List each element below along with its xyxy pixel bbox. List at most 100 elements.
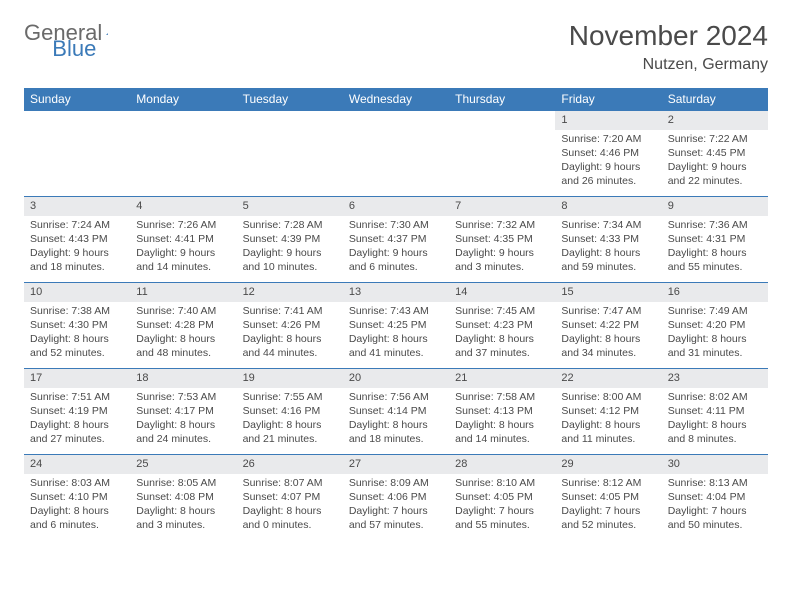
day-number: 6 [343, 197, 449, 216]
title-block: November 2024 Nutzen, Germany [569, 20, 768, 74]
sunrise-text: Sunrise: 8:07 AM [243, 476, 337, 490]
sunrise-text: Sunrise: 7:38 AM [30, 304, 124, 318]
daylight-text: Daylight: 8 hours and 55 minutes. [668, 246, 762, 274]
calendar-cell: 2Sunrise: 7:22 AMSunset: 4:45 PMDaylight… [662, 111, 768, 197]
day-number: 11 [130, 283, 236, 302]
day-number: 3 [24, 197, 130, 216]
sunset-text: Sunset: 4:37 PM [349, 232, 443, 246]
cell-body: Sunrise: 7:36 AMSunset: 4:31 PMDaylight:… [662, 216, 768, 279]
daylight-text: Daylight: 8 hours and 14 minutes. [455, 418, 549, 446]
sunset-text: Sunset: 4:14 PM [349, 404, 443, 418]
sunset-text: Sunset: 4:28 PM [136, 318, 230, 332]
sunrise-text: Sunrise: 7:36 AM [668, 218, 762, 232]
day-number: 21 [449, 369, 555, 388]
calendar-cell: 25Sunrise: 8:05 AMSunset: 4:08 PMDayligh… [130, 455, 236, 541]
weekday-header: Thursday [449, 88, 555, 111]
daylight-text: Daylight: 8 hours and 31 minutes. [668, 332, 762, 360]
daylight-text: Daylight: 8 hours and 24 minutes. [136, 418, 230, 446]
cell-body [24, 115, 130, 121]
calendar-body: 1Sunrise: 7:20 AMSunset: 4:46 PMDaylight… [24, 111, 768, 541]
sunset-text: Sunset: 4:46 PM [561, 146, 655, 160]
sunrise-text: Sunrise: 7:51 AM [30, 390, 124, 404]
daylight-text: Daylight: 8 hours and 0 minutes. [243, 504, 337, 532]
weekday-header: Monday [130, 88, 236, 111]
cell-body: Sunrise: 7:51 AMSunset: 4:19 PMDaylight:… [24, 388, 130, 451]
day-number: 13 [343, 283, 449, 302]
sunrise-text: Sunrise: 7:20 AM [561, 132, 655, 146]
day-number: 23 [662, 369, 768, 388]
cell-body: Sunrise: 7:47 AMSunset: 4:22 PMDaylight:… [555, 302, 661, 365]
sunrise-text: Sunrise: 7:43 AM [349, 304, 443, 318]
calendar-cell: 18Sunrise: 7:53 AMSunset: 4:17 PMDayligh… [130, 369, 236, 455]
sunrise-text: Sunrise: 7:32 AM [455, 218, 549, 232]
daylight-text: Daylight: 8 hours and 59 minutes. [561, 246, 655, 274]
sunset-text: Sunset: 4:39 PM [243, 232, 337, 246]
daylight-text: Daylight: 9 hours and 18 minutes. [30, 246, 124, 274]
daylight-text: Daylight: 9 hours and 26 minutes. [561, 160, 655, 188]
sunrise-text: Sunrise: 7:30 AM [349, 218, 443, 232]
sunset-text: Sunset: 4:26 PM [243, 318, 337, 332]
calendar-cell: 9Sunrise: 7:36 AMSunset: 4:31 PMDaylight… [662, 197, 768, 283]
daylight-text: Daylight: 8 hours and 18 minutes. [349, 418, 443, 446]
weekday-header-row: Sunday Monday Tuesday Wednesday Thursday… [24, 88, 768, 111]
daylight-text: Daylight: 7 hours and 50 minutes. [668, 504, 762, 532]
sunset-text: Sunset: 4:06 PM [349, 490, 443, 504]
day-number: 17 [24, 369, 130, 388]
sunset-text: Sunset: 4:10 PM [30, 490, 124, 504]
calendar-cell: 11Sunrise: 7:40 AMSunset: 4:28 PMDayligh… [130, 283, 236, 369]
calendar-cell: 28Sunrise: 8:10 AMSunset: 4:05 PMDayligh… [449, 455, 555, 541]
sunrise-text: Sunrise: 7:34 AM [561, 218, 655, 232]
day-number: 10 [24, 283, 130, 302]
calendar-cell: 12Sunrise: 7:41 AMSunset: 4:26 PMDayligh… [237, 283, 343, 369]
cell-body [449, 115, 555, 121]
sunset-text: Sunset: 4:23 PM [455, 318, 549, 332]
day-number: 20 [343, 369, 449, 388]
cell-body: Sunrise: 7:30 AMSunset: 4:37 PMDaylight:… [343, 216, 449, 279]
sunset-text: Sunset: 4:16 PM [243, 404, 337, 418]
sunset-text: Sunset: 4:25 PM [349, 318, 443, 332]
day-number: 14 [449, 283, 555, 302]
daylight-text: Daylight: 9 hours and 3 minutes. [455, 246, 549, 274]
day-number: 28 [449, 455, 555, 474]
calendar-cell: 10Sunrise: 7:38 AMSunset: 4:30 PMDayligh… [24, 283, 130, 369]
sunset-text: Sunset: 4:07 PM [243, 490, 337, 504]
cell-body: Sunrise: 7:20 AMSunset: 4:46 PMDaylight:… [555, 130, 661, 193]
day-number: 5 [237, 197, 343, 216]
sunrise-text: Sunrise: 7:56 AM [349, 390, 443, 404]
logo-triangle-icon [106, 26, 108, 42]
sunset-text: Sunset: 4:19 PM [30, 404, 124, 418]
sunset-text: Sunset: 4:17 PM [136, 404, 230, 418]
cell-body: Sunrise: 8:09 AMSunset: 4:06 PMDaylight:… [343, 474, 449, 537]
sunset-text: Sunset: 4:11 PM [668, 404, 762, 418]
sunrise-text: Sunrise: 7:26 AM [136, 218, 230, 232]
daylight-text: Daylight: 9 hours and 22 minutes. [668, 160, 762, 188]
calendar-cell: 17Sunrise: 7:51 AMSunset: 4:19 PMDayligh… [24, 369, 130, 455]
day-number: 8 [555, 197, 661, 216]
day-number: 22 [555, 369, 661, 388]
calendar-week-row: 24Sunrise: 8:03 AMSunset: 4:10 PMDayligh… [24, 455, 768, 541]
cell-body: Sunrise: 8:13 AMSunset: 4:04 PMDaylight:… [662, 474, 768, 537]
day-number: 18 [130, 369, 236, 388]
calendar-cell [237, 111, 343, 197]
day-number: 12 [237, 283, 343, 302]
sunrise-text: Sunrise: 7:49 AM [668, 304, 762, 318]
day-number: 29 [555, 455, 661, 474]
day-number: 16 [662, 283, 768, 302]
calendar-cell [24, 111, 130, 197]
sunset-text: Sunset: 4:31 PM [668, 232, 762, 246]
cell-body: Sunrise: 7:32 AMSunset: 4:35 PMDaylight:… [449, 216, 555, 279]
sunset-text: Sunset: 4:20 PM [668, 318, 762, 332]
sunrise-text: Sunrise: 7:55 AM [243, 390, 337, 404]
weekday-header: Saturday [662, 88, 768, 111]
daylight-text: Daylight: 8 hours and 27 minutes. [30, 418, 124, 446]
day-number: 4 [130, 197, 236, 216]
calendar-cell: 4Sunrise: 7:26 AMSunset: 4:41 PMDaylight… [130, 197, 236, 283]
cell-body: Sunrise: 7:34 AMSunset: 4:33 PMDaylight:… [555, 216, 661, 279]
calendar-cell [449, 111, 555, 197]
sunrise-text: Sunrise: 8:10 AM [455, 476, 549, 490]
day-number: 26 [237, 455, 343, 474]
calendar-week-row: 1Sunrise: 7:20 AMSunset: 4:46 PMDaylight… [24, 111, 768, 197]
cell-body [237, 115, 343, 121]
cell-body: Sunrise: 7:45 AMSunset: 4:23 PMDaylight:… [449, 302, 555, 365]
day-number: 30 [662, 455, 768, 474]
